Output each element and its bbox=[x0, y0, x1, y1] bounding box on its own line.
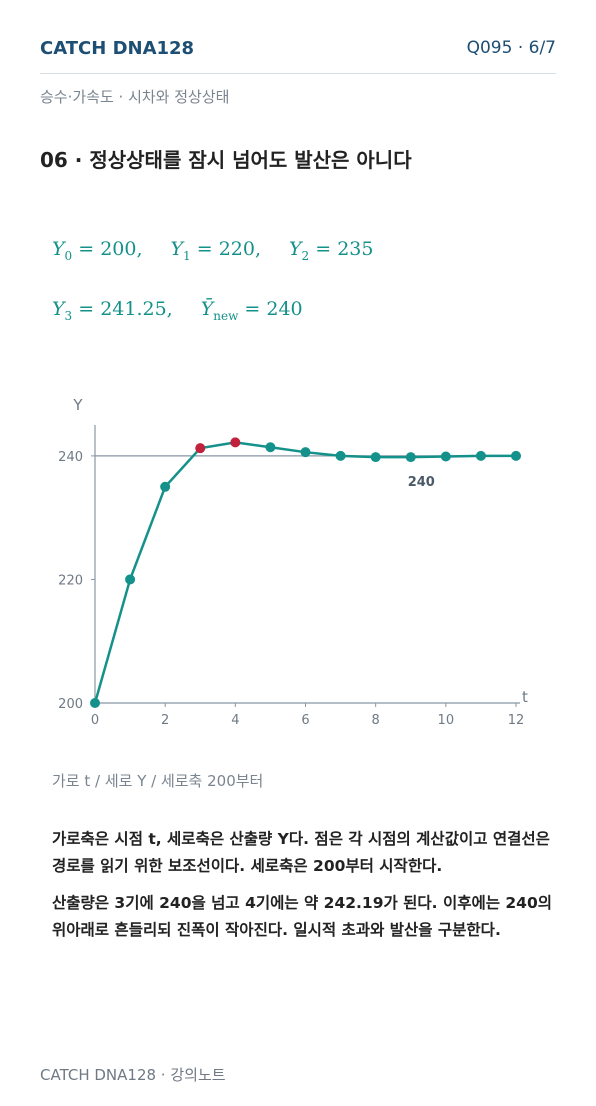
point bbox=[90, 698, 100, 708]
point bbox=[335, 450, 346, 461]
equation-rest: = 220, bbox=[196, 238, 261, 260]
subscript: 0 bbox=[64, 248, 73, 263]
x-tick-label: 6 bbox=[301, 713, 309, 728]
point bbox=[370, 452, 381, 463]
divider bbox=[40, 73, 556, 74]
subscript: 3 bbox=[64, 308, 73, 323]
symbol: Y bbox=[289, 238, 302, 260]
point bbox=[405, 452, 416, 463]
point bbox=[230, 437, 241, 448]
point bbox=[511, 450, 521, 461]
x-tick-label: 12 bbox=[508, 713, 525, 728]
paragraph: 가로축은 시점 t, 세로축은 산출량 Y다. 점은 각 시점의 계산값이고 연… bbox=[52, 830, 550, 875]
subscript: 1 bbox=[183, 248, 191, 263]
symbol: Y bbox=[52, 298, 65, 320]
x-tick-label: 8 bbox=[372, 713, 380, 728]
x-tick-label: 10 bbox=[438, 713, 455, 728]
equation-term: Y0 = 200, bbox=[52, 238, 143, 263]
footer: CATCH DNA128 · 강의노트 bbox=[40, 1066, 226, 1084]
equation-rest: = 235 bbox=[315, 238, 374, 260]
point bbox=[160, 481, 171, 492]
x-tick-label: 2 bbox=[161, 713, 169, 728]
equation-line: Y0 = 200, Y1 = 220, Y2 = 235 bbox=[52, 238, 401, 263]
chart: Yt 200 220 240 0 2 4 6 8 10 12 240 bbox=[58, 396, 528, 728]
y-tick-label: 240 bbox=[58, 450, 83, 465]
caption: 가로 t / 세로 Y / 세로축 200부터 bbox=[52, 772, 264, 790]
page-number: Q095 · 6/7 bbox=[466, 38, 556, 58]
y-tick-label: 200 bbox=[58, 697, 83, 712]
paragraph: 산출량은 3기에 240을 넘고 4기에는 약 242.19가 된다. 이후에는… bbox=[52, 894, 553, 939]
x-tick-label: 0 bbox=[91, 713, 99, 728]
equation-line: Y3 = 241.25, Ȳnew = 240 bbox=[52, 298, 331, 323]
point bbox=[440, 451, 451, 462]
point bbox=[195, 443, 206, 454]
point bbox=[300, 447, 311, 458]
line bbox=[93, 441, 516, 704]
reference-label: 240 bbox=[408, 475, 435, 490]
y-axis-label: Y bbox=[72, 396, 83, 414]
equation-rest: = 240 bbox=[244, 298, 303, 320]
equation-term: Y1 = 220, bbox=[170, 238, 262, 263]
y-tick-label: 220 bbox=[58, 573, 83, 588]
symbol: Ȳ bbox=[200, 298, 214, 320]
equation-term: Y2 = 235 bbox=[289, 238, 374, 263]
section: 승수·가속도 · 시차와 정상상태 bbox=[40, 88, 230, 106]
brand: CATCH DNA128 bbox=[40, 38, 195, 59]
symbol: Y bbox=[170, 238, 184, 260]
subscript: 2 bbox=[301, 248, 310, 263]
subscript: new bbox=[213, 308, 239, 323]
equation-term: Ȳnew = 240 bbox=[200, 298, 303, 323]
point bbox=[125, 574, 136, 585]
equation-rest: = 200, bbox=[78, 238, 143, 260]
point bbox=[475, 450, 486, 461]
equation-term: Y3 = 241.25, bbox=[52, 298, 173, 323]
symbol: Y bbox=[52, 238, 65, 260]
equation-rest: = 241.25, bbox=[78, 298, 173, 320]
point bbox=[265, 442, 276, 453]
heading: 06 · 정상상태를 잠시 넘어도 발산은 아니다 bbox=[40, 148, 412, 172]
x-axis-label: t bbox=[522, 688, 528, 706]
x-tick-label: 4 bbox=[231, 713, 239, 728]
